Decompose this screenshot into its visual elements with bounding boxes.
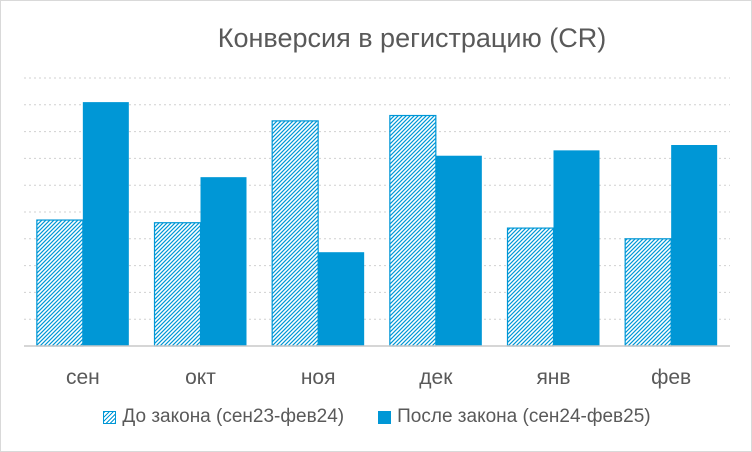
legend-label-after: После закона (сен24-фев25) bbox=[397, 406, 651, 427]
legend-swatch-solid bbox=[378, 410, 392, 424]
bar-after-2[interactable] bbox=[200, 177, 247, 346]
bar-before-1[interactable] bbox=[36, 219, 84, 347]
x-tick-label: окт bbox=[185, 366, 216, 389]
x-tick-label: ноя bbox=[301, 366, 336, 389]
bar-after-3[interactable] bbox=[318, 252, 365, 346]
x-tick-label: янв bbox=[536, 366, 570, 389]
bars-group bbox=[36, 102, 718, 347]
bar-after-4[interactable] bbox=[435, 155, 482, 346]
x-tick-labels: сен окт ноя дек янв фев bbox=[66, 366, 691, 389]
legend: До закона (сен23-фев24) После закона (се… bbox=[1, 406, 752, 428]
bar-chart: Конверсия в регистрацию (CR) сен окт ноя де… bbox=[24, 23, 730, 389]
bar-after-5[interactable] bbox=[553, 150, 600, 346]
bar-after-6[interactable] bbox=[671, 145, 718, 346]
bar-before-2[interactable] bbox=[153, 222, 202, 347]
bar-before-5[interactable] bbox=[506, 227, 555, 347]
bar-before-3[interactable] bbox=[271, 120, 319, 347]
legend-swatch-hatched bbox=[103, 410, 117, 424]
chart-title: Конверсия в регистрацию (CR) bbox=[218, 23, 606, 53]
x-tick-label: сен bbox=[66, 366, 100, 389]
gridlines bbox=[24, 77, 730, 320]
x-tick-label: дек bbox=[419, 366, 453, 389]
legend-label-before: До закона (сен23-фев24) bbox=[122, 406, 345, 427]
bar-after-1[interactable] bbox=[82, 102, 129, 347]
x-tick-label: фев bbox=[651, 366, 691, 389]
bar-before-4[interactable] bbox=[389, 114, 437, 347]
legend-item-after[interactable]: После закона (сен24-фев25) bbox=[378, 406, 651, 428]
legend-item-before[interactable]: До закона (сен23-фев24) bbox=[103, 406, 344, 428]
bar-before-6[interactable] bbox=[624, 238, 672, 347]
